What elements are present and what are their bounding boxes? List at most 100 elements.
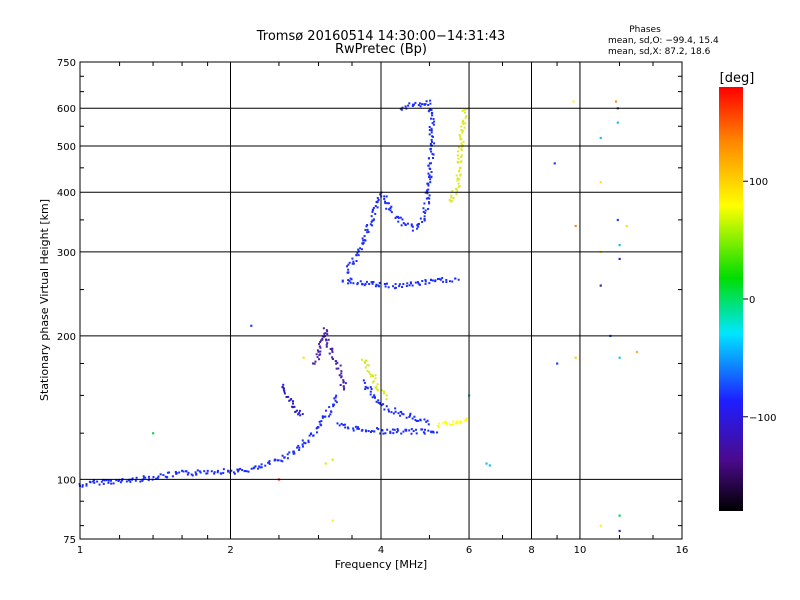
data-point (166, 471, 169, 474)
data-point (256, 467, 259, 470)
data-point (379, 193, 382, 196)
data-point (450, 196, 453, 199)
data-point (431, 111, 434, 114)
data-point (340, 422, 343, 425)
data-point (394, 216, 397, 219)
data-point (437, 425, 440, 428)
data-point (461, 121, 464, 124)
data-point (616, 121, 619, 124)
data-point (356, 426, 359, 429)
data-point (152, 432, 155, 435)
data-point (348, 280, 351, 283)
data-point (374, 377, 377, 380)
data-point (455, 192, 458, 195)
data-point (359, 247, 362, 250)
data-point (298, 409, 301, 412)
plot-frame (79, 61, 683, 540)
data-point (397, 216, 400, 219)
data-point (103, 479, 106, 482)
data-point (366, 228, 369, 231)
data-point (418, 283, 421, 286)
data-point (451, 199, 454, 202)
data-point (334, 360, 337, 363)
data-point (110, 482, 113, 485)
data-point (457, 278, 460, 281)
data-point (416, 223, 419, 226)
data-point (599, 284, 602, 287)
data-point (205, 472, 208, 475)
data-point (464, 122, 467, 125)
data-point (96, 480, 99, 483)
data-point (448, 198, 451, 201)
grid (80, 62, 682, 539)
data-point (352, 282, 355, 285)
data-point (415, 428, 418, 431)
data-point (425, 420, 428, 423)
data-point (450, 194, 453, 197)
data-point (387, 410, 390, 413)
data-point (394, 283, 397, 286)
data-point (369, 430, 372, 433)
data-point (312, 434, 315, 437)
data-point (428, 282, 431, 285)
data-point (625, 224, 628, 228)
data-point (210, 470, 213, 473)
data-point (372, 218, 375, 221)
data-point (383, 197, 386, 200)
data-point (375, 387, 378, 390)
data-point (350, 278, 353, 281)
data-point (254, 465, 257, 468)
data-point (458, 146, 461, 149)
data-point (460, 128, 463, 131)
data-point (411, 104, 414, 107)
data-point (147, 475, 150, 478)
data-point (372, 208, 375, 211)
data-point (376, 427, 379, 430)
data-point (461, 131, 464, 134)
data-point (346, 265, 349, 268)
data-point (326, 342, 329, 345)
data-point (375, 400, 378, 403)
data-point (314, 360, 317, 363)
data-point (454, 187, 457, 190)
data-point (144, 476, 147, 479)
data-point (430, 131, 433, 134)
data-point (379, 432, 382, 435)
data-point (356, 251, 359, 254)
data-point (427, 196, 430, 199)
data-point (454, 277, 457, 280)
data-point (340, 372, 343, 375)
data-point (408, 102, 411, 105)
data-point (635, 350, 639, 354)
data-point (364, 361, 367, 364)
data-point (448, 280, 451, 283)
data-point (423, 219, 426, 222)
x-axis-label: Frequency [MHz] (335, 558, 427, 571)
chart-title: Tromsø 20160514 14:30:00−14:31:43 (256, 29, 506, 44)
data-point (366, 386, 369, 389)
data-point (408, 429, 411, 432)
data-point (316, 426, 319, 429)
data-point (386, 428, 389, 431)
data-point (383, 408, 386, 411)
data-point (456, 177, 459, 180)
data-point (414, 418, 417, 421)
data-point (368, 371, 371, 374)
data-point (141, 479, 144, 482)
data-point (142, 475, 145, 478)
data-point (408, 414, 411, 417)
data-point (385, 195, 388, 198)
data-point (198, 470, 201, 473)
data-point (347, 282, 350, 285)
data-point (402, 430, 405, 433)
data-point (419, 217, 422, 220)
data-point (324, 409, 327, 412)
data-point (428, 174, 431, 177)
data-point (366, 364, 369, 367)
data-point (458, 422, 461, 425)
data-point (424, 280, 427, 283)
data-point (152, 476, 155, 479)
data-point (424, 212, 427, 215)
data-point (431, 152, 434, 155)
data-point (430, 150, 433, 153)
